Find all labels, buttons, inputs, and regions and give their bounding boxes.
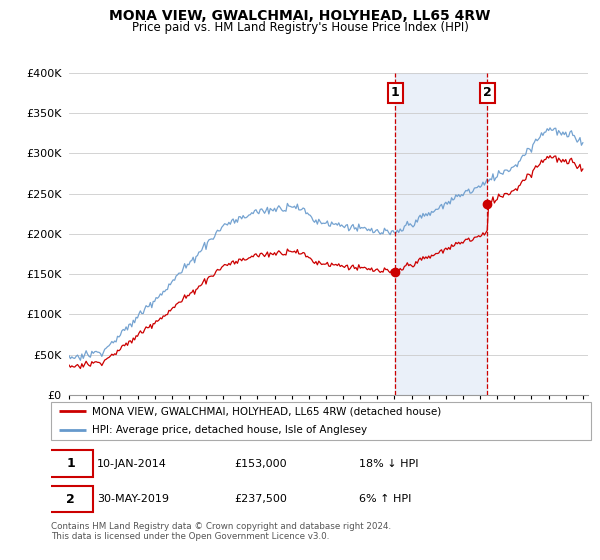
Text: 30-MAY-2019: 30-MAY-2019 xyxy=(97,494,169,505)
Text: £153,000: £153,000 xyxy=(235,459,287,469)
Text: 2: 2 xyxy=(66,493,75,506)
Text: 2: 2 xyxy=(483,86,491,100)
Text: Price paid vs. HM Land Registry's House Price Index (HPI): Price paid vs. HM Land Registry's House … xyxy=(131,21,469,34)
Text: 1: 1 xyxy=(391,86,400,100)
Text: MONA VIEW, GWALCHMAI, HOLYHEAD, LL65 4RW: MONA VIEW, GWALCHMAI, HOLYHEAD, LL65 4RW xyxy=(109,9,491,23)
FancyBboxPatch shape xyxy=(49,486,92,512)
Text: Contains HM Land Registry data © Crown copyright and database right 2024.
This d: Contains HM Land Registry data © Crown c… xyxy=(51,522,391,542)
FancyBboxPatch shape xyxy=(51,402,591,440)
Text: £237,500: £237,500 xyxy=(235,494,287,505)
Text: 1: 1 xyxy=(66,457,75,470)
FancyBboxPatch shape xyxy=(49,450,92,477)
Text: 10-JAN-2014: 10-JAN-2014 xyxy=(97,459,167,469)
Text: 6% ↑ HPI: 6% ↑ HPI xyxy=(359,494,411,505)
Text: HPI: Average price, detached house, Isle of Anglesey: HPI: Average price, detached house, Isle… xyxy=(91,424,367,435)
Text: 18% ↓ HPI: 18% ↓ HPI xyxy=(359,459,418,469)
Bar xyxy=(395,73,487,395)
Text: MONA VIEW, GWALCHMAI, HOLYHEAD, LL65 4RW (detached house): MONA VIEW, GWALCHMAI, HOLYHEAD, LL65 4RW… xyxy=(91,407,441,417)
